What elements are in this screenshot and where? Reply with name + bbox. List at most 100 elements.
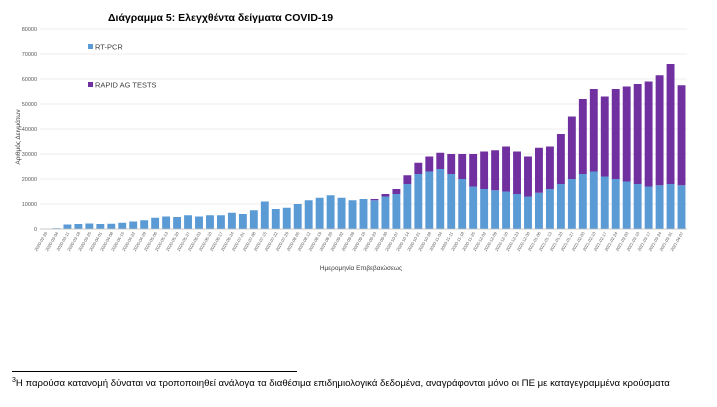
bar-rtpcr <box>140 220 149 229</box>
bar-rtpcr <box>184 215 192 229</box>
bar-rtpcr <box>304 200 313 229</box>
y-tick-label: 50000 <box>22 102 37 108</box>
bar-rtpcr <box>469 186 478 229</box>
bar-rtpcr <box>414 174 423 229</box>
y-tick-label: 70000 <box>22 52 37 58</box>
bar-rapid <box>655 75 664 186</box>
bar-rapid <box>545 146 554 189</box>
bar-rtpcr <box>348 200 357 229</box>
bar-rapid <box>524 156 532 197</box>
footnote-text: Η παρούσα κατανομή δύναται να τροποποιηθ… <box>15 378 670 390</box>
bar-rapid <box>535 147 543 193</box>
bar-rtpcr <box>326 195 335 229</box>
y-tick-label: 30000 <box>22 152 37 158</box>
bar-rtpcr <box>129 221 138 229</box>
bar-rtpcr <box>370 200 379 229</box>
y-tick-label: 40000 <box>22 127 37 133</box>
bar-rtpcr <box>392 194 401 229</box>
bars-layer <box>52 64 686 229</box>
bar-rapid <box>589 89 598 172</box>
y-tick-label: 80000 <box>22 27 37 33</box>
bar-rtpcr <box>666 184 675 229</box>
bar-rtpcr <box>655 185 664 229</box>
bar-rapid <box>403 175 412 184</box>
bar-rapid <box>677 85 686 186</box>
bar-rtpcr <box>293 204 302 229</box>
bar-rtpcr <box>600 176 609 229</box>
bar-rapid <box>436 152 445 169</box>
legend: RT-PCR RAPID AG TESTS <box>88 43 157 90</box>
bar-rapid <box>491 150 500 191</box>
bar-rapid <box>502 146 511 192</box>
x-axis-label: Ημερομηνία Επιβεβαιώσεως <box>320 264 402 272</box>
bar-rtpcr <box>315 197 324 229</box>
grid-layer <box>40 28 687 230</box>
bar-rtpcr <box>524 196 532 229</box>
bar-rapid <box>644 81 653 187</box>
bar-rtpcr <box>611 179 620 229</box>
y-tick-label: 60000 <box>22 77 37 83</box>
bar-rtpcr <box>578 174 587 229</box>
bar-rapid <box>567 116 576 179</box>
bar-rtpcr <box>403 184 412 229</box>
bar-rtpcr <box>502 191 511 229</box>
bar-rtpcr <box>436 169 445 229</box>
bar-rtpcr <box>359 199 368 229</box>
bar-rtpcr <box>227 212 236 229</box>
footnote-marker: 3 <box>12 377 16 384</box>
bar-rtpcr <box>173 217 182 229</box>
bar-rtpcr <box>556 184 565 229</box>
bar-rapid <box>458 154 467 179</box>
bar-rapid <box>633 84 642 184</box>
bar-rtpcr <box>622 181 631 229</box>
bar-rtpcr <box>513 194 521 229</box>
bar-rtpcr <box>381 196 390 229</box>
bar-rtpcr <box>260 201 269 229</box>
chart-title: Διάγραμμα 5: Ελεγχθέντα δείγματα COVID-1… <box>108 12 333 24</box>
bar-rtpcr <box>567 179 576 229</box>
bar-rapid <box>425 156 434 172</box>
bar-rtpcr <box>589 171 598 229</box>
bar-rtpcr <box>545 189 554 229</box>
bar-rtpcr <box>425 171 434 229</box>
y-axis-label: Αριθμός Δειγμάτων <box>14 109 22 164</box>
y-tick-label: 0 <box>34 227 37 233</box>
bar-rtpcr <box>480 189 489 229</box>
chart: Διάγραμμα 5: Ελεγχθέντα δείγματα COVID-1… <box>14 12 687 272</box>
y-tick-label: 10000 <box>22 202 37 208</box>
bar-rapid <box>556 134 565 184</box>
footnote-rule <box>12 371 297 372</box>
bar-rtpcr <box>151 217 160 229</box>
bar-rapid <box>414 162 423 174</box>
bar-rtpcr <box>337 197 346 229</box>
bar-rtpcr <box>216 215 225 229</box>
bar-rapid <box>600 96 609 177</box>
bar-rtpcr <box>96 224 105 229</box>
bar-rtpcr <box>63 224 72 229</box>
bar-rapid <box>370 199 379 201</box>
bar-rapid <box>513 151 521 194</box>
bar-rtpcr <box>677 185 686 229</box>
bar-rapid <box>480 151 489 189</box>
bar-rtpcr <box>535 192 543 229</box>
bar-rapid <box>622 86 631 182</box>
bar-rapid <box>611 89 620 179</box>
bar-rapid <box>392 189 401 194</box>
bar-rtpcr <box>74 224 83 229</box>
bar-rtpcr <box>282 207 291 229</box>
bar-rtpcr <box>633 184 642 229</box>
bar-rtpcr <box>447 174 456 229</box>
bar-rtpcr <box>271 209 280 229</box>
bar-rtpcr <box>238 214 247 229</box>
bar-rapid <box>469 154 478 187</box>
bar-rapid <box>578 99 587 174</box>
legend-label-rapid: RAPID AG TESTS <box>95 81 157 90</box>
bar-rtpcr <box>206 215 214 229</box>
bar-rapid <box>447 154 456 174</box>
bar-rtpcr <box>107 223 116 229</box>
legend-label-rtpcr: RT-PCR <box>95 43 123 52</box>
legend-swatch-rapid <box>88 82 93 87</box>
footnote: 3Η παρούσα κατανομή δύναται να τροποποιη… <box>12 377 712 389</box>
bar-rapid <box>381 194 390 197</box>
bar-rtpcr <box>458 179 467 229</box>
